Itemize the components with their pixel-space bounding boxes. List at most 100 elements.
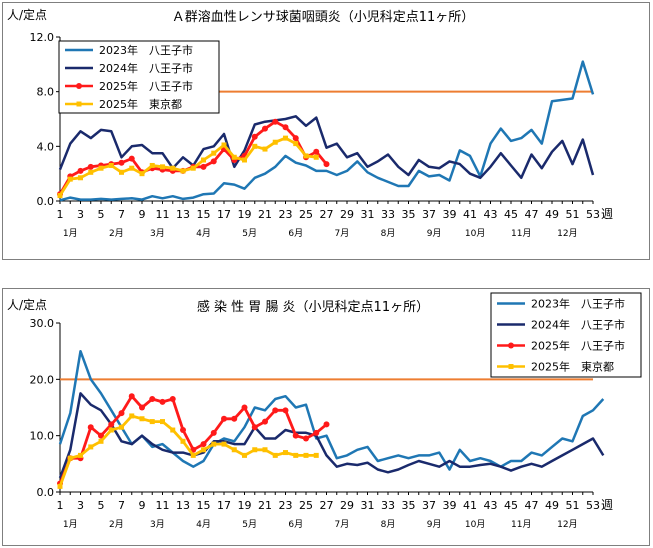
month-label: 12月: [557, 519, 577, 530]
data-point: [159, 398, 166, 405]
month-label: 9月: [427, 519, 442, 530]
x-tick-label: 35: [402, 208, 416, 221]
data-point: [170, 427, 176, 433]
legend-entry: 2024年 八王子市: [99, 61, 193, 75]
data-point: [98, 438, 104, 444]
data-point: [282, 124, 289, 131]
x-tick-label: 13: [176, 499, 190, 512]
data-point: [88, 169, 94, 175]
data-point: [129, 413, 135, 419]
x-tick-label: 13: [176, 208, 190, 221]
data-point: [201, 157, 206, 163]
data-point: [293, 141, 299, 147]
x-tick-label: 17: [217, 499, 231, 512]
y-tick-label: 0.0: [37, 195, 55, 208]
month-label: 8月: [381, 519, 396, 530]
x-tick-label: 15: [197, 208, 211, 221]
x-tick-label: 21: [258, 208, 272, 221]
series-line-2: [58, 115, 595, 180]
y-tick-label: 4.0: [37, 140, 55, 153]
data-point: [313, 429, 320, 436]
data-point: [78, 175, 83, 181]
legend-marker: [508, 342, 514, 349]
data-point: [231, 415, 238, 422]
month-label: 5月: [242, 519, 257, 530]
data-point: [88, 444, 94, 450]
x-tick-label: 53: [586, 499, 600, 512]
x-tick-label: 39: [443, 499, 457, 512]
data-point: [67, 176, 73, 182]
month-label: 3月: [150, 519, 165, 530]
data-point: [128, 393, 135, 400]
chart-panel-gastro: 感 染 性 胃 腸 炎（小児科定点11ヶ所） 人/定点 0.0 10.0 20.0 30.…: [2, 288, 650, 546]
chart-title: 感 染 性 胃 腸 炎（小児科定点11ヶ所）: [197, 299, 429, 315]
x-tick-label: 11: [156, 499, 170, 512]
y-tick-label: 12.0: [30, 31, 55, 44]
x-tick-label: 21: [258, 499, 272, 512]
data-point: [251, 133, 258, 140]
data-point: [252, 143, 258, 149]
month-label: 3月: [150, 228, 165, 239]
data-point: [160, 164, 165, 170]
x-tick-label: 5: [98, 208, 105, 221]
data-point: [210, 429, 217, 436]
data-point: [119, 424, 124, 430]
data-point: [313, 452, 319, 458]
x-tick-label: 51: [566, 208, 580, 221]
data-point: [119, 169, 124, 175]
x-tick-label: 19: [238, 499, 252, 512]
chart-strep: Ａ群溶血性レンサ球菌咽頭炎（小児科定点11ヶ所） 人/定点 0.0 4.0 8.0 12.…: [7, 7, 613, 239]
legend: 2023年 八王子市 2024年 八王子市 2025年 八王子市 2025年 東京都: [58, 40, 220, 114]
month-label: 9月: [427, 228, 442, 239]
y-tick-label: 8.0: [37, 86, 55, 99]
x-tick-label: 11: [156, 208, 170, 221]
data-point: [78, 452, 83, 458]
chart-title: Ａ群溶血性レンサ球菌咽頭炎（小児科定点11ヶ所）: [172, 10, 475, 25]
data-point: [323, 421, 330, 428]
x-tick-label: 23: [279, 208, 293, 221]
data-point: [221, 415, 227, 422]
series-line-4: [58, 414, 317, 487]
legend-entry: 2024年 八王子市: [531, 318, 625, 332]
x-tick-label: 7: [118, 208, 125, 221]
series-line-2: [58, 392, 605, 479]
data-point: [221, 441, 227, 447]
legend-box: [490, 292, 642, 378]
month-label: 6月: [288, 519, 303, 530]
data-point: [210, 158, 217, 165]
chart-panel-strep: Ａ群溶血性レンサ球菌咽頭炎（小児科定点11ヶ所） 人/定点 0.0 4.0 8.0 12.…: [2, 2, 650, 260]
data-point: [323, 161, 330, 168]
legend-box: [58, 40, 220, 114]
data-point: [262, 125, 268, 132]
x-tick-label: 41: [463, 208, 477, 221]
x-tick-label: 1: [57, 499, 64, 512]
x-axis-label: 週: [601, 207, 613, 221]
data-point: [190, 452, 196, 458]
x-tick-label: 1: [57, 208, 64, 221]
x-tick-label: 45: [504, 499, 518, 512]
month-label: 4月: [196, 519, 211, 530]
x-tick-label: 9: [139, 208, 146, 221]
x-tick-label: 37: [422, 208, 436, 221]
series-line-1: [59, 60, 595, 202]
y-tick-label: 0.0: [37, 486, 55, 499]
data-point: [201, 447, 206, 453]
data-point: [57, 193, 63, 199]
x-tick-label: 5: [98, 499, 105, 512]
data-point: [313, 154, 319, 160]
data-point: [118, 410, 125, 417]
data-point: [108, 162, 114, 168]
x-tick-label: 47: [525, 208, 539, 221]
x-tick-label: 19: [238, 208, 252, 221]
data-point: [272, 407, 279, 414]
y-tick-label: 10.0: [30, 430, 55, 443]
data-point: [272, 139, 278, 145]
data-point: [98, 165, 104, 171]
data-point: [108, 421, 115, 428]
x-tick-label: 43: [484, 208, 498, 221]
data-point: [87, 163, 94, 170]
data-point: [303, 153, 309, 159]
data-point: [149, 162, 155, 168]
x-tick-label: 7: [118, 499, 125, 512]
data-point: [282, 407, 289, 414]
